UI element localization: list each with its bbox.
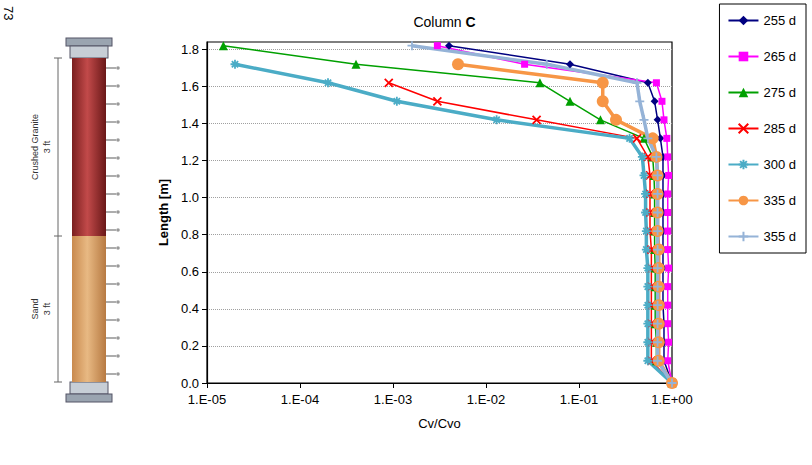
- svg-text:0.4: 0.4: [181, 301, 199, 316]
- svg-text:285 d: 285 d: [763, 121, 796, 136]
- svg-text:265 d: 265 d: [763, 49, 796, 64]
- svg-text:335 d: 335 d: [763, 193, 796, 208]
- svg-text:1.E-02: 1.E-02: [467, 392, 505, 407]
- svg-text:275 d: 275 d: [763, 85, 796, 100]
- svg-text:255 d: 255 d: [763, 13, 796, 28]
- svg-text:0.8: 0.8: [181, 227, 199, 242]
- svg-text:300 d: 300 d: [763, 157, 796, 172]
- svg-text:1.4: 1.4: [181, 116, 199, 131]
- svg-text:1.E-05: 1.E-05: [188, 392, 226, 407]
- svg-text:C: C: [466, 14, 476, 30]
- svg-text:1.E-04: 1.E-04: [281, 392, 319, 407]
- svg-text:Length [m]: Length [m]: [156, 179, 171, 246]
- svg-text:0.6: 0.6: [181, 264, 199, 279]
- svg-text:Cv/Cvo: Cv/Cvo: [418, 416, 461, 431]
- svg-text:1.8: 1.8: [181, 42, 199, 57]
- svg-text:0.0: 0.0: [181, 376, 199, 391]
- svg-text:Column: Column: [413, 14, 465, 30]
- svg-text:1.0: 1.0: [181, 190, 199, 205]
- svg-text:3 ft: 3 ft: [42, 302, 52, 315]
- svg-text:Sand: Sand: [30, 298, 40, 319]
- svg-text:1.E-03: 1.E-03: [374, 392, 412, 407]
- svg-text:1.2: 1.2: [181, 153, 199, 168]
- svg-text:0.2: 0.2: [181, 338, 199, 353]
- svg-text:1.E+00: 1.E+00: [651, 392, 693, 407]
- svg-text:355 d: 355 d: [763, 229, 796, 244]
- svg-text:1.E-01: 1.E-01: [560, 392, 598, 407]
- svg-text:73: 73: [1, 6, 16, 20]
- svg-text:1.6: 1.6: [181, 79, 199, 94]
- svg-text:3 ft: 3 ft: [42, 140, 52, 153]
- svg-text:Crushed Granite: Crushed Granite: [30, 114, 40, 180]
